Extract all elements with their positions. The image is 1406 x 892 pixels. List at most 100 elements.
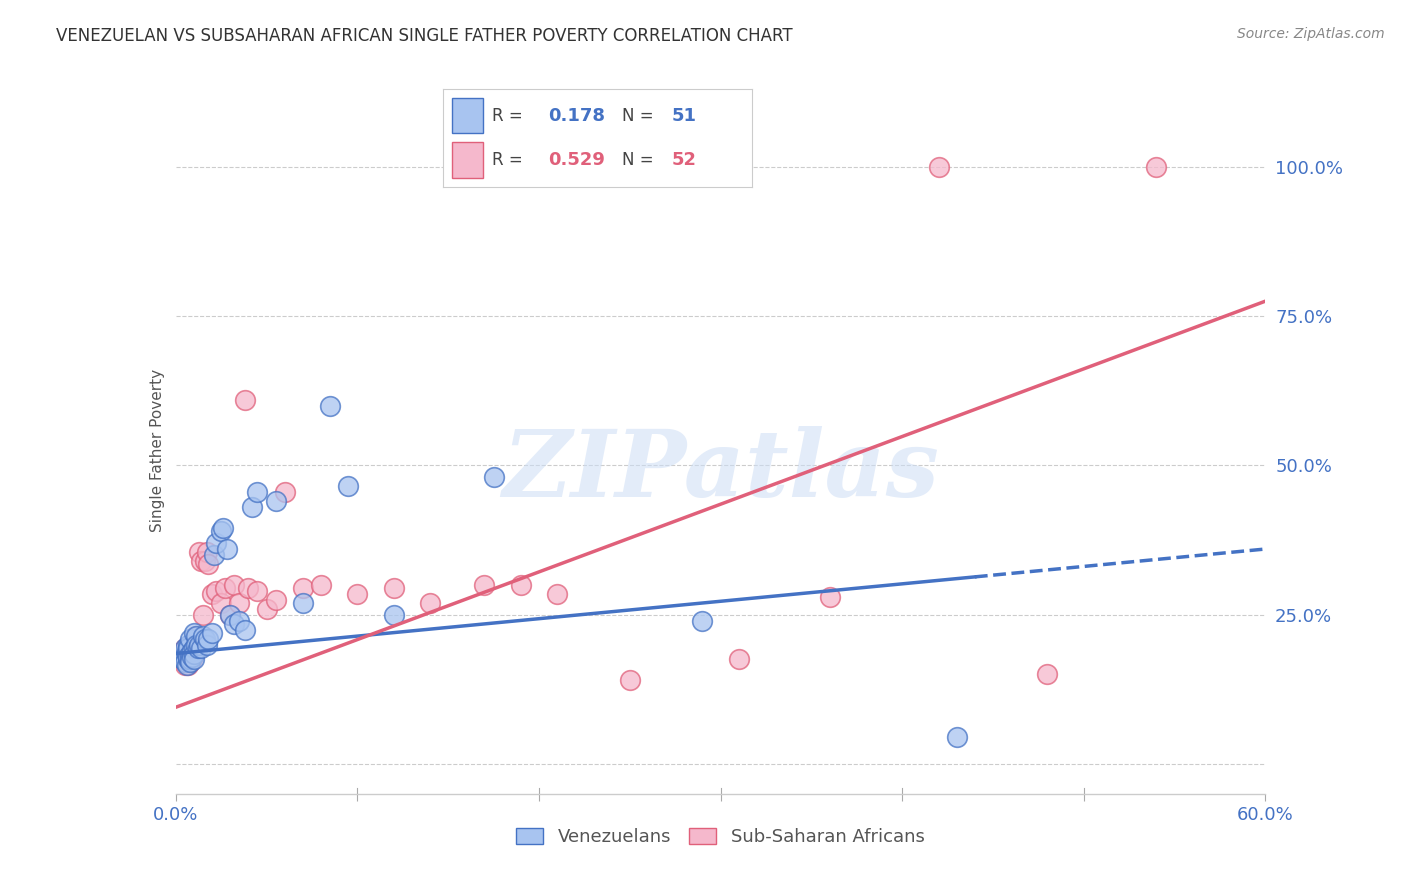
Text: VENEZUELAN VS SUBSAHARAN AFRICAN SINGLE FATHER POVERTY CORRELATION CHART: VENEZUELAN VS SUBSAHARAN AFRICAN SINGLE … (56, 27, 793, 45)
Point (183, 647, 205, 661)
Point (215, 541, 238, 556)
Point (474, 578, 496, 592)
Bar (453, 98, 484, 133)
Point (212, 521, 235, 535)
Bar (453, 142, 484, 178)
Point (172, 647, 194, 661)
Point (233, 392, 256, 407)
Point (197, 632, 219, 646)
Point (179, 652, 201, 666)
Point (204, 583, 226, 598)
Point (319, 399, 342, 413)
Point (194, 632, 217, 646)
Point (172, 647, 194, 661)
Point (222, 578, 245, 592)
Point (195, 638, 218, 652)
Point (692, 614, 714, 628)
Point (546, 587, 568, 601)
Point (256, 601, 278, 615)
Point (172, 652, 194, 666)
Point (183, 638, 205, 652)
Point (222, 616, 245, 631)
Point (228, 614, 250, 628)
Text: 0.178: 0.178 (548, 107, 605, 125)
Y-axis label: Single Father Poverty: Single Father Poverty (149, 369, 165, 532)
Point (179, 640, 201, 655)
Point (179, 647, 201, 661)
Point (181, 643, 204, 657)
Point (184, 638, 207, 652)
Point (419, 596, 441, 610)
Text: 0.529: 0.529 (548, 151, 605, 169)
Point (274, 485, 297, 500)
Point (176, 658, 198, 673)
Point (179, 656, 201, 670)
Point (179, 649, 201, 664)
Point (264, 494, 287, 508)
Point (173, 652, 195, 666)
Point (346, 587, 368, 601)
Point (172, 652, 194, 666)
Point (184, 629, 207, 643)
Point (186, 640, 209, 655)
Point (209, 524, 232, 538)
Point (209, 596, 232, 610)
Point (173, 656, 195, 670)
Point (184, 629, 207, 643)
Point (191, 607, 214, 622)
Point (197, 557, 219, 571)
Point (818, 590, 841, 604)
Point (264, 592, 287, 607)
Point (194, 554, 217, 568)
Point (191, 629, 214, 643)
Point (190, 640, 212, 655)
Point (246, 583, 269, 598)
Point (202, 548, 225, 562)
Point (727, 652, 749, 666)
Point (482, 470, 505, 484)
Point (181, 649, 204, 664)
Text: N =: N = (623, 107, 659, 125)
Point (173, 658, 195, 673)
Point (1146, 160, 1168, 174)
Point (176, 647, 198, 661)
Text: ZIPatlas: ZIPatlas (502, 426, 939, 516)
Point (179, 632, 201, 646)
Point (177, 652, 200, 666)
Point (928, 160, 950, 174)
Text: Source: ZipAtlas.com: Source: ZipAtlas.com (1237, 27, 1385, 41)
Point (309, 578, 332, 592)
Point (382, 581, 405, 595)
Point (188, 638, 211, 652)
Point (1036, 667, 1059, 681)
Point (201, 587, 224, 601)
Point (337, 479, 360, 493)
Point (240, 500, 263, 515)
Point (291, 581, 314, 595)
Text: N =: N = (623, 151, 659, 169)
Point (183, 640, 205, 655)
Point (204, 536, 226, 550)
Point (181, 652, 204, 666)
Point (619, 673, 641, 688)
Legend: Venezuelans, Sub-Saharan Africans: Venezuelans, Sub-Saharan Africans (509, 821, 932, 854)
Point (233, 623, 256, 637)
Text: 52: 52 (672, 151, 697, 169)
Point (945, 730, 967, 744)
Point (177, 638, 200, 652)
Point (214, 581, 236, 595)
Point (201, 625, 224, 640)
Point (219, 607, 242, 622)
Point (177, 658, 200, 673)
Point (176, 643, 198, 657)
Point (190, 554, 212, 568)
Point (176, 643, 198, 657)
Point (173, 640, 195, 655)
Point (173, 640, 195, 655)
Point (177, 649, 200, 664)
Point (188, 545, 211, 559)
Point (186, 640, 209, 655)
Point (291, 596, 314, 610)
Point (177, 652, 200, 666)
Point (246, 485, 269, 500)
